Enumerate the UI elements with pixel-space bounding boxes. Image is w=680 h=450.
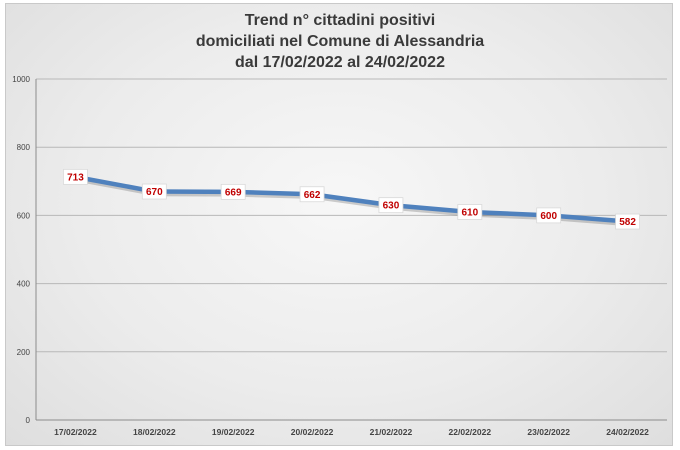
chart-title-line-2: domiciliati nel Comune di Alessandria — [195, 33, 485, 50]
data-label-3: 662 — [299, 186, 325, 203]
data-label-box-6 — [536, 207, 562, 224]
y-tick-label-5: 1000 — [12, 75, 30, 84]
chart-title: Trend n° cittadini positivi domiciliati … — [6, 10, 674, 73]
x-tick-label-2: 19/02/2022 — [212, 427, 255, 437]
data-label-value-6: 600 — [540, 211, 557, 222]
x-tick-label-3: 20/02/2022 — [291, 427, 334, 437]
data-label-box-2 — [220, 183, 246, 200]
data-label-value-0: 713 — [67, 172, 84, 183]
y-tick-label-4: 800 — [17, 143, 31, 152]
x-tick-label-1: 18/02/2022 — [133, 427, 176, 437]
y-tick-label-3: 600 — [17, 211, 31, 220]
chart-title-line-1: Trend n° cittadini positivi — [244, 12, 436, 29]
data-label-value-2: 669 — [225, 187, 242, 198]
data-label-5: 610 — [457, 204, 483, 220]
data-label-0: 713 — [63, 168, 88, 185]
x-tick-label-0: 17/02/2022 — [54, 427, 97, 437]
data-label-box-7 — [615, 213, 640, 230]
data-label-value-4: 630 — [383, 201, 400, 212]
data-label-box-1 — [141, 183, 167, 200]
x-tick-label-5: 22/02/2022 — [449, 427, 492, 437]
data-label-box-4 — [378, 197, 404, 214]
data-label-box-0 — [63, 168, 88, 185]
data-label-box-3 — [299, 186, 325, 203]
y-tick-label-0: 0 — [26, 416, 31, 425]
data-label-value-1: 670 — [146, 187, 163, 198]
data-label-2: 669 — [220, 183, 246, 200]
data-label-7: 582 — [615, 213, 640, 230]
data-label-4: 630 — [378, 197, 404, 214]
chart-title-line-3: dal 17/02/2022 al 24/02/2022 — [235, 54, 445, 71]
data-label-value-3: 662 — [304, 190, 321, 201]
data-label-box-5 — [457, 204, 483, 220]
data-label-1: 670 — [141, 183, 167, 200]
x-tick-label-4: 21/02/2022 — [370, 427, 413, 437]
data-label-value-7: 582 — [619, 217, 636, 228]
data-label-value-5: 610 — [461, 207, 478, 218]
y-tick-label-1: 200 — [17, 348, 31, 357]
x-tick-label-6: 23/02/2022 — [527, 427, 570, 437]
chart-area: Trend n° cittadini positivi domiciliati … — [5, 3, 673, 446]
series-line — [73, 174, 630, 224]
x-tick-label-7: 24/02/2022 — [606, 427, 649, 437]
y-tick-label-2: 400 — [17, 280, 31, 289]
data-label-6: 600 — [536, 207, 562, 224]
